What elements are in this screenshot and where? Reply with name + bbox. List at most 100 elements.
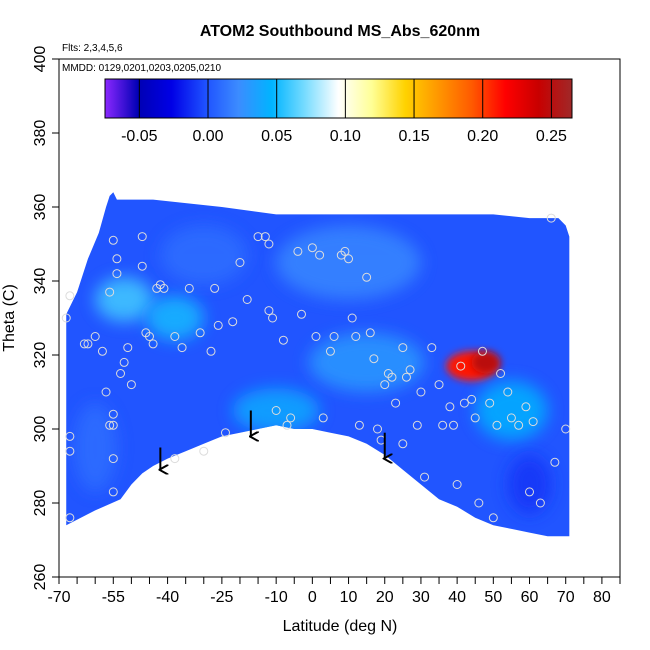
- sample-point: [412, 420, 422, 430]
- sample-point: [354, 420, 364, 430]
- sample-point: [65, 291, 75, 301]
- sample-point: [195, 328, 205, 338]
- sample-point: [362, 272, 372, 282]
- sample-point: [271, 406, 281, 415]
- y-tick-label: 360: [32, 194, 49, 221]
- x-tick-label: 40: [448, 589, 466, 606]
- sample-point: [398, 439, 408, 449]
- colorbar-tick-label: 0.25: [536, 128, 567, 145]
- sample-point: [199, 446, 209, 456]
- sample-point: [325, 346, 335, 356]
- sample-point: [126, 380, 136, 390]
- x-tick-label: -25: [210, 589, 233, 606]
- sample-point: [148, 339, 158, 349]
- colorbar-tick-label: 0.00: [192, 128, 223, 145]
- sample-point: [253, 232, 263, 242]
- sample-point: [112, 269, 122, 279]
- sample-point: [535, 498, 545, 508]
- heatmap-hotspot: [232, 388, 320, 433]
- sample-point: [123, 343, 133, 353]
- sample-point: [496, 369, 506, 378]
- sample-point: [315, 250, 325, 260]
- sample-point: [416, 387, 426, 397]
- sample-point: [65, 446, 75, 456]
- x-tick-label: 0: [308, 589, 317, 606]
- y-tick-label: 380: [32, 120, 49, 147]
- sample-point: [474, 498, 484, 508]
- sample-point: [105, 287, 115, 297]
- sample-point: [101, 387, 111, 397]
- y-tick-label: 340: [32, 268, 49, 295]
- sample-point: [488, 513, 498, 523]
- x-tick-label: 10: [340, 589, 358, 606]
- y-tick-label: 280: [32, 490, 49, 517]
- sample-point: [485, 398, 495, 408]
- sample-point: [445, 402, 455, 412]
- sample-point: [65, 431, 75, 441]
- sample-point: [242, 295, 252, 304]
- x-tick-label: 20: [376, 589, 394, 606]
- sample-point: [282, 420, 292, 430]
- x-tick-label: -70: [47, 589, 70, 606]
- flights-note: Flts: 2,3,4,5,6: [62, 43, 123, 54]
- colorbar-tick-label: 0.10: [330, 128, 361, 145]
- sample-point: [380, 380, 390, 390]
- sample-point: [456, 361, 466, 371]
- sample-point: [170, 454, 180, 464]
- sample-point: [561, 424, 571, 434]
- sample-point: [340, 246, 350, 256]
- sample-point: [514, 420, 524, 430]
- sample-point: [97, 346, 107, 356]
- x-tick-label: -55: [102, 589, 125, 606]
- colorbar: -0.05 0.00 0.05 0.10 0.15 0.20 0.25: [104, 78, 573, 145]
- x-tick-label: -10: [265, 589, 288, 606]
- sample-point: [365, 328, 375, 338]
- sample-point: [213, 320, 223, 330]
- x-tick-label: 70: [557, 589, 575, 606]
- sample-point: [90, 332, 100, 341]
- sample-point: [108, 454, 118, 464]
- colorbar-tick-label: 0.15: [398, 128, 429, 145]
- sample-point: [398, 343, 408, 353]
- x-tick-label: -40: [156, 589, 179, 606]
- sample-point: [401, 372, 411, 382]
- sample-point: [144, 332, 154, 341]
- sample-point: [264, 306, 274, 316]
- sample-point: [220, 428, 230, 438]
- sample-point: [260, 232, 270, 242]
- sample-point: [65, 513, 75, 523]
- sample-point: [347, 313, 357, 323]
- sample-point: [184, 283, 194, 293]
- sample-point: [286, 413, 296, 423]
- sample-point: [550, 457, 560, 467]
- sample-point: [108, 487, 118, 497]
- y-tick-label: 400: [32, 46, 49, 73]
- heatmap-hotspot: [95, 277, 154, 322]
- sample-point: [311, 332, 321, 341]
- sample-points: [61, 213, 571, 523]
- sample-point: [387, 372, 397, 382]
- sample-point: [228, 317, 238, 327]
- sample-point: [506, 413, 516, 423]
- x-tick-label: 50: [484, 589, 502, 606]
- y-tick-label: 300: [32, 416, 49, 443]
- heatmap-hotspot: [507, 454, 552, 515]
- sample-point: [119, 357, 129, 367]
- x-axis-label: Latitude (deg N): [283, 618, 398, 635]
- colorbar-gradient: [104, 78, 573, 119]
- sample-point: [351, 332, 361, 341]
- sample-point: [61, 313, 71, 323]
- sample-point: [137, 232, 147, 242]
- sample-point: [108, 420, 118, 430]
- sample-point: [449, 420, 459, 430]
- sample-point: [79, 339, 89, 349]
- y-tick-label: 320: [32, 342, 49, 369]
- sample-point: [235, 258, 245, 267]
- sample-point: [546, 213, 556, 223]
- x-tick-label: 60: [521, 589, 539, 606]
- sample-point: [293, 246, 303, 256]
- sample-point: [159, 283, 169, 293]
- sample-point: [438, 420, 448, 430]
- sample-point: [112, 254, 122, 264]
